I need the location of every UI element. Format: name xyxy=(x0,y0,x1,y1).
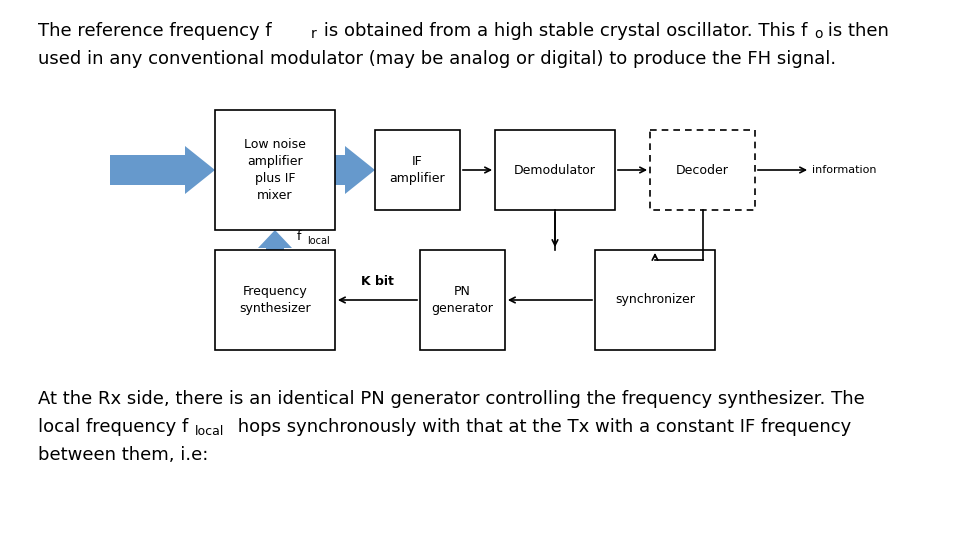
Text: Decoder: Decoder xyxy=(676,164,729,177)
Bar xyxy=(420,250,505,350)
Text: is then: is then xyxy=(822,22,889,40)
Bar xyxy=(375,130,460,210)
Text: Demodulator: Demodulator xyxy=(514,164,596,177)
Text: hops synchronously with that at the Tx with a constant IF frequency: hops synchronously with that at the Tx w… xyxy=(232,418,852,436)
Text: Frequency
synthesizer: Frequency synthesizer xyxy=(239,285,311,315)
Text: K bit: K bit xyxy=(361,275,394,288)
Bar xyxy=(650,130,755,210)
Text: local: local xyxy=(307,236,329,246)
Text: is obtained from a high stable crystal oscillator. This f: is obtained from a high stable crystal o… xyxy=(318,22,807,40)
Text: used in any conventional modulator (may be analog or digital) to produce the FH : used in any conventional modulator (may … xyxy=(38,50,836,68)
Text: Low noise
amplifier
plus IF
mixer: Low noise amplifier plus IF mixer xyxy=(244,138,306,202)
Text: synchronizer: synchronizer xyxy=(615,294,695,307)
Polygon shape xyxy=(258,230,292,250)
Bar xyxy=(495,130,615,210)
Bar xyxy=(595,250,715,350)
Text: IF
amplifier: IF amplifier xyxy=(390,155,445,185)
Polygon shape xyxy=(335,146,375,194)
Text: information: information xyxy=(812,165,876,175)
Polygon shape xyxy=(110,146,215,194)
Text: The reference frequency f: The reference frequency f xyxy=(38,22,272,40)
Text: local frequency f: local frequency f xyxy=(38,418,188,436)
Bar xyxy=(215,250,335,350)
Text: At the Rx side, there is an identical PN generator controlling the frequency syn: At the Rx side, there is an identical PN… xyxy=(38,390,865,408)
Text: between them, i.e:: between them, i.e: xyxy=(38,446,208,464)
Text: o: o xyxy=(814,27,823,41)
Bar xyxy=(215,110,335,230)
Text: r: r xyxy=(311,27,317,41)
Text: PN
generator: PN generator xyxy=(432,285,493,315)
Text: local: local xyxy=(195,425,225,438)
Text: f: f xyxy=(297,230,301,242)
